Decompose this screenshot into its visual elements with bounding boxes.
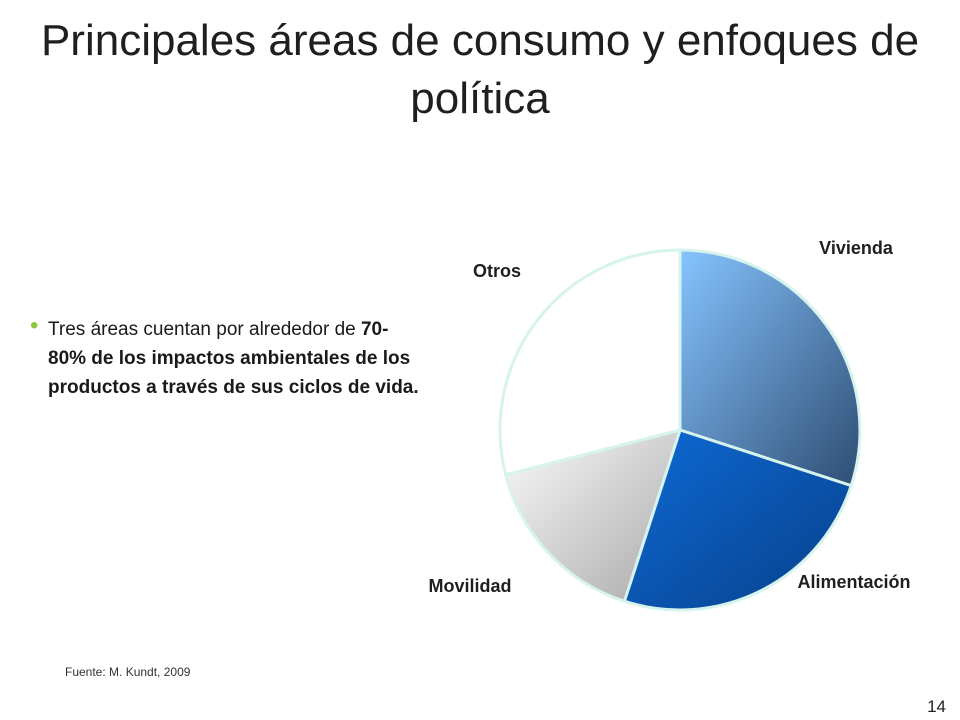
source-note: Fuente: M. Kundt, 2009	[65, 665, 191, 679]
pie-label-1: Vivienda	[819, 238, 894, 258]
pie-slice-1	[678, 248, 862, 488]
bullet-dot-icon: •	[30, 312, 39, 339]
pie-slice-2	[622, 428, 853, 612]
pie-label-2: Alimentación	[797, 572, 910, 592]
slide-title: Principales áreas de consumo y enfoques …	[40, 16, 920, 123]
bullet-item: • Tres áreas cuentan por alrededor de 70…	[30, 312, 420, 402]
pie-slices	[498, 248, 862, 612]
pie-label-3: Movilidad	[428, 576, 511, 596]
bullet-lead-text: Tres áreas cuentan por alrededor de	[48, 319, 361, 340]
bullet-emphasis-text: 70-80% de los impactos ambientales de lo…	[48, 319, 419, 398]
bullet-text: Tres áreas cuentan por alrededor de 70-8…	[30, 315, 420, 402]
page-number: 14	[927, 697, 946, 716]
pie-label-4: Otros	[473, 261, 521, 281]
pie-slice-3	[504, 428, 682, 603]
pie-labels: Vivienda Alimentación Movilidad Otros	[428, 238, 910, 596]
pie-slice-4	[498, 248, 682, 477]
